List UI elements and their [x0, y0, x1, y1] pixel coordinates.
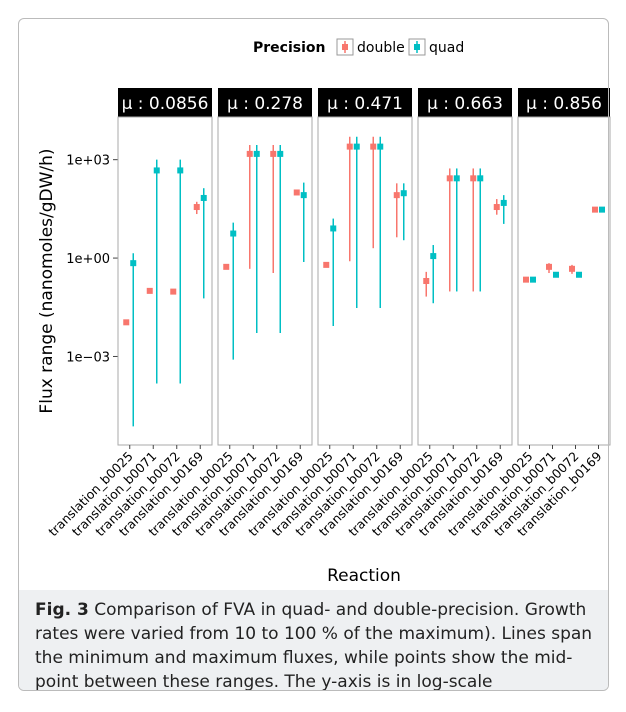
facet-label: μ : 0.471	[327, 94, 403, 114]
facet-header	[418, 88, 512, 117]
mid-point	[346, 143, 353, 150]
mid-point	[177, 167, 184, 174]
legend-key-point	[342, 44, 348, 50]
legend-title: Precision	[253, 40, 325, 56]
mid-point	[453, 175, 460, 182]
mid-point	[530, 276, 536, 283]
mid-point	[400, 190, 407, 197]
facet-label: μ : 0.663	[427, 94, 503, 114]
mid-point	[393, 192, 400, 199]
mid-point	[323, 261, 330, 268]
mid-point	[430, 253, 437, 260]
caption: Fig. 3 Comparison of FVA in quad- and do…	[19, 590, 608, 690]
mid-point	[223, 263, 230, 270]
facet-header	[118, 88, 212, 117]
facet-header	[218, 88, 312, 117]
legend-key-point	[414, 44, 420, 50]
mid-point	[553, 271, 559, 278]
y-tick-label: 1e−03	[66, 350, 110, 365]
mid-point	[493, 204, 500, 211]
mid-point	[230, 230, 237, 237]
facet-label: μ : 0.856	[526, 94, 602, 114]
mid-point	[500, 199, 507, 206]
mid-point	[246, 150, 253, 157]
mid-point	[546, 263, 552, 270]
mid-point	[599, 206, 605, 213]
mid-point	[170, 288, 177, 295]
mid-point	[370, 143, 377, 150]
y-axis-label: Flux range (nanomoles/gDW/h)	[37, 148, 57, 413]
mid-point	[146, 287, 153, 294]
mid-point	[523, 276, 529, 283]
panel	[417, 116, 513, 446]
mid-point	[193, 204, 200, 211]
mid-point	[153, 167, 160, 174]
mid-point	[270, 150, 277, 157]
mid-point	[277, 150, 284, 157]
y-tick-label: 1e+03	[66, 154, 110, 169]
mid-point	[377, 143, 384, 150]
panel	[317, 116, 413, 446]
panel	[217, 116, 313, 446]
mid-point	[300, 192, 307, 199]
mid-point	[592, 206, 598, 213]
mid-point	[470, 175, 477, 182]
legend-label: quad	[429, 40, 464, 56]
mid-point	[477, 175, 484, 182]
panel	[117, 116, 213, 446]
facet-label: μ : 0.278	[227, 94, 303, 114]
mid-point	[130, 260, 137, 267]
mid-point	[576, 271, 582, 278]
y-tick-label: 1e+00	[66, 252, 110, 267]
facet-header	[518, 88, 610, 117]
caption-text: Comparison of FVA in quad- and double-pr…	[35, 600, 593, 691]
figure-frame: Fig. 3 Comparison of FVA in quad- and do…	[18, 18, 609, 691]
mid-point	[200, 194, 207, 201]
legend-label: double	[357, 40, 405, 56]
mid-point	[446, 175, 453, 182]
mid-point	[293, 189, 300, 196]
facet-header	[318, 88, 412, 117]
facet-label: μ : 0.0856	[122, 94, 209, 114]
caption-label: Fig. 3	[35, 600, 89, 620]
mid-point	[123, 319, 130, 326]
panel	[517, 116, 611, 446]
mid-point	[569, 265, 575, 272]
mid-point	[330, 225, 337, 232]
mid-point	[423, 278, 430, 284]
mid-point	[353, 143, 360, 150]
mid-point	[253, 150, 260, 157]
x-axis-label: Reaction	[327, 566, 401, 586]
